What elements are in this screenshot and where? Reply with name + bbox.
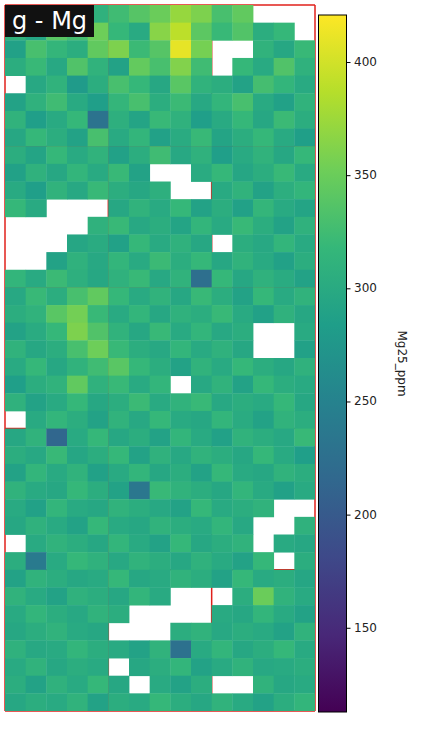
svg-text:250: 250 <box>354 394 377 408</box>
svg-text:150: 150 <box>354 621 377 635</box>
svg-text:300: 300 <box>354 281 377 295</box>
svg-text:Mg25_ppm: Mg25_ppm <box>395 330 409 396</box>
svg-text:200: 200 <box>354 508 377 522</box>
html-text:g - Mg: g - Mg <box>12 7 88 35</box>
svg-text:350: 350 <box>354 168 377 182</box>
svg-text:400: 400 <box>354 55 377 69</box>
